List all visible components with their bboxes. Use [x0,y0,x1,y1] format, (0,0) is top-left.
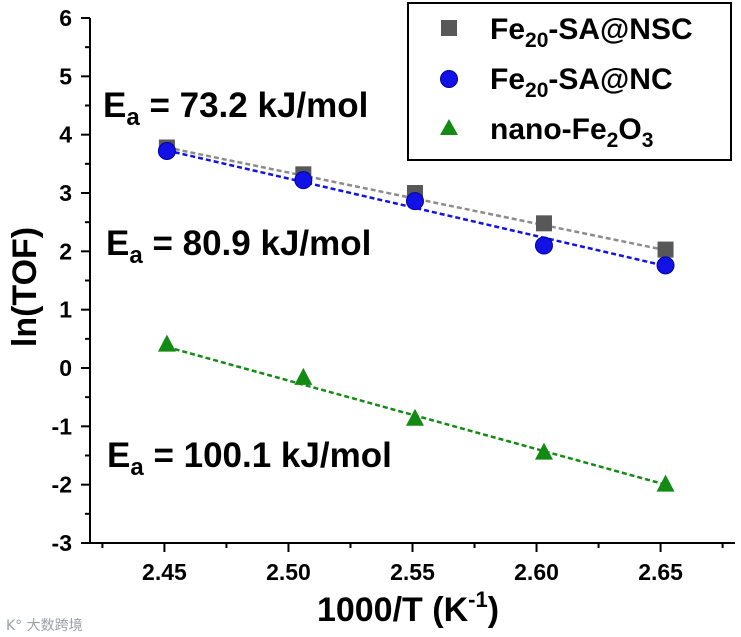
x-tick-label-1: 2.50 [266,559,311,585]
legend-label-fe2o3: nano-Fe2O3 [490,113,653,152]
y-axis-title: ln(TOF) [6,227,44,347]
y-tick-label-5: 2 [59,238,72,264]
x-axis-title-close: ) [488,591,499,629]
annotation-ea-fe2o3-text: = 100.1 kJ/mol [144,436,392,475]
legend-label-nc-b: -SA@NC [548,63,672,96]
legend-label-fe2o3-sub1: 2 [607,129,619,152]
annotation-ea-nc-text: = 80.9 kJ/mol [143,224,372,263]
legend-marker-triangle [440,119,458,135]
legend-label-fe2o3-sub2: 3 [642,129,654,152]
legend-label-fe2o3-a: nano-Fe [490,113,607,146]
legend-label-nsc-b: -SA@NSC [548,13,692,46]
point-fe2o3-4 [656,474,675,492]
legend-label-nc: Fe20-SA@NC [490,63,673,102]
y-tick-label-1: -2 [52,472,72,498]
x-axis-title-sup: -1 [468,587,488,612]
y-tick-label-2: -1 [52,413,73,439]
point-nc-1 [294,171,313,190]
y-tick-label-9: 6 [59,5,72,31]
x-tick-label-0: 2.45 [142,559,187,585]
annotation-ea-nsc-prefix: E [103,86,126,125]
point-fe2o3-3 [534,442,553,460]
point-nsc-3 [535,215,552,232]
y-tick-label-7: 4 [59,122,72,148]
point-fe2o3-1 [294,367,313,385]
x-tick-label-2: 2.55 [390,559,435,585]
legend-box [407,2,732,161]
point-fe2o3-2 [405,408,424,426]
x-tick-label-3: 2.60 [514,559,559,585]
data-points [157,139,675,492]
point-nc-3 [534,236,553,255]
annotation-ea-fe2o3-prefix: E [107,436,130,475]
y-tick-label-4: 1 [59,297,72,323]
annotation-ea-nsc: Ea = 73.2 kJ/mol [103,86,368,131]
point-nc-4 [656,256,675,275]
legend-label-nsc: Fe20-SA@NSC [490,13,693,52]
legend-label-nc-a: Fe [490,63,525,96]
y-tick-label-6: 3 [59,180,72,206]
annotation-ea-nc-prefix: E [106,224,129,263]
y-tick-label-8: 5 [59,63,72,89]
legend-label-nsc-sub: 20 [525,29,548,52]
legend-label-nc-sub: 20 [525,79,548,102]
point-nc-0 [157,142,176,160]
x-tick-label-4: 2.65 [638,559,683,585]
annotation-ea-fe2o3-sub: a [130,454,144,481]
annotation-ea-nc-sub: a [129,242,143,269]
annotation-ea-nsc-text: = 73.2 kJ/mol [140,86,369,125]
fit-line-1 [166,149,666,268]
point-nc-2 [405,192,424,211]
fit-line-0 [166,146,666,252]
y-tick-label-0: -3 [52,530,72,556]
annotation-ea-nc: Ea = 80.9 kJ/mol [106,224,371,269]
x-axis-title: 1000/T (K-1) [317,587,499,629]
watermark: K° 大数跨境 [6,618,83,634]
legend-marker-circle [440,70,458,88]
legend-label-fe2o3-b: O [618,113,641,146]
legend-marker-square [441,20,457,36]
annotation-ea-fe2o3: Ea = 100.1 kJ/mol [107,436,392,481]
point-nsc-4 [657,241,674,258]
annotation-ea-nsc-sub: a [126,104,140,131]
point-fe2o3-0 [157,334,176,352]
y-tick-label-3: 0 [59,355,72,381]
legend: Fe20-SA@NSC Fe20-SA@NC nano-Fe2O3 [407,2,732,161]
legend-label-nsc-a: Fe [490,13,525,46]
x-axis-title-main: 1000/T (K [317,591,469,629]
